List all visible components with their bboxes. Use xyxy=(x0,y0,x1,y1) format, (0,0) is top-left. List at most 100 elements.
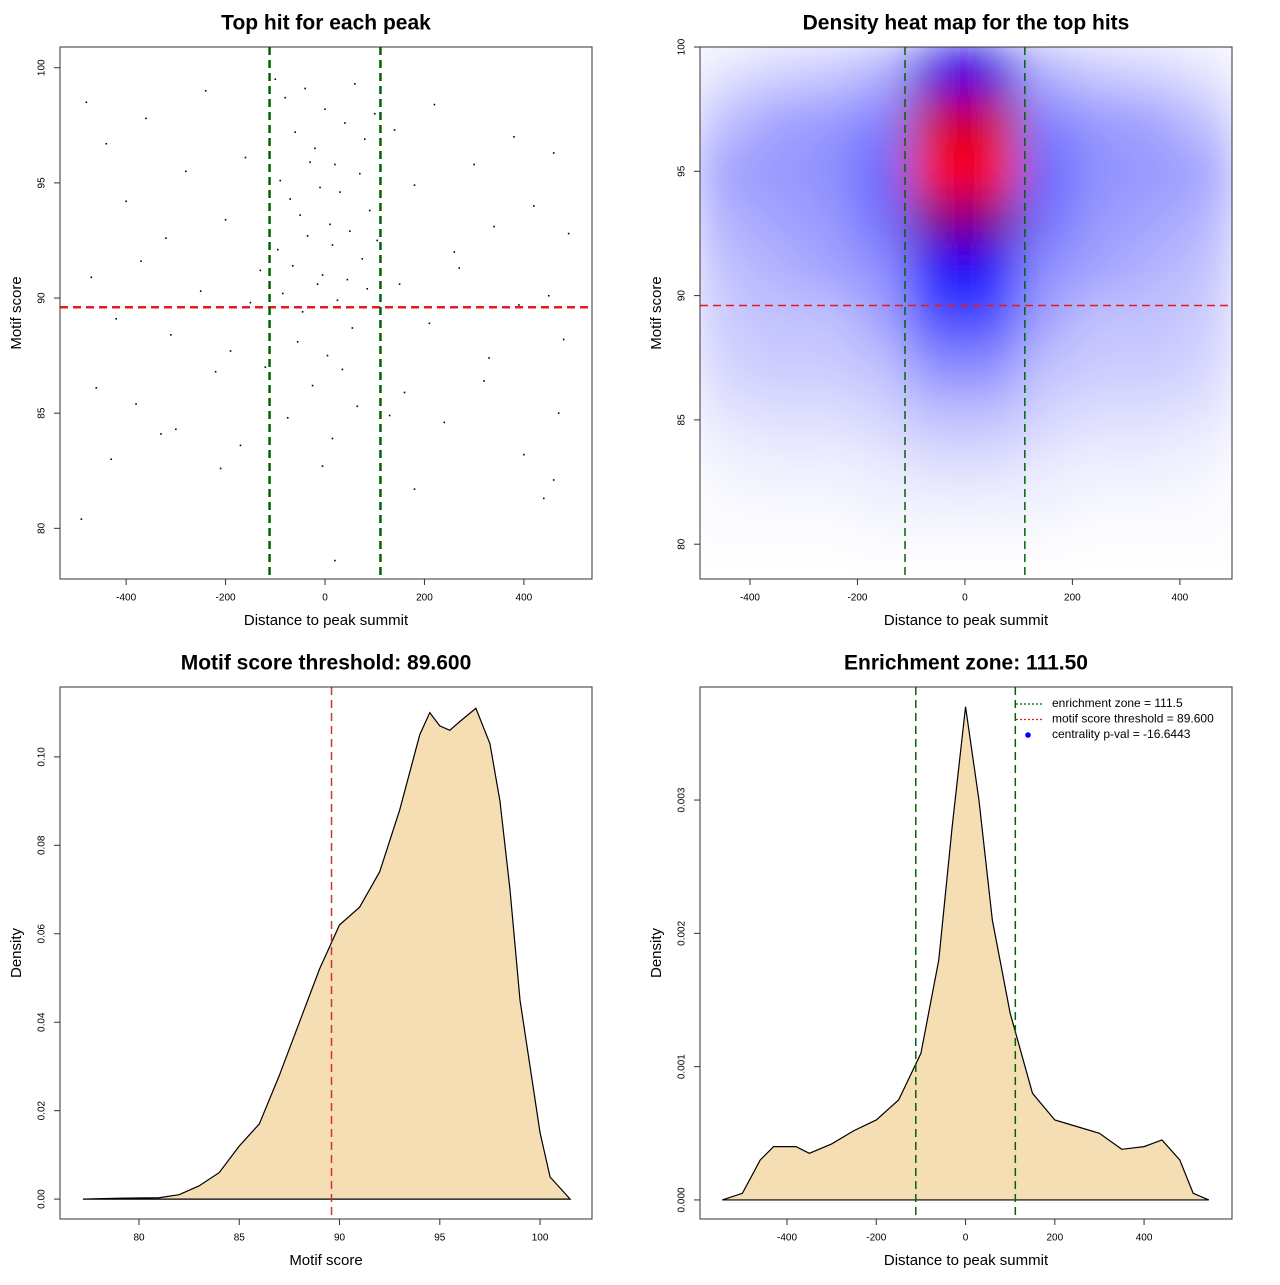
point xyxy=(346,278,349,281)
point xyxy=(259,269,262,272)
point xyxy=(493,225,495,228)
x-tick-label: -400 xyxy=(740,593,760,604)
plot-frame xyxy=(59,686,593,1220)
heat-cell xyxy=(856,543,913,579)
point xyxy=(204,89,207,92)
heat-cell xyxy=(1178,394,1232,446)
heat-cell xyxy=(1178,493,1232,546)
y-tick-label: 0.003 xyxy=(677,787,688,812)
heat-cell xyxy=(700,195,751,247)
heat-cell xyxy=(1071,145,1128,198)
panel-title: Enrichment zone: 111.50 xyxy=(844,652,1088,675)
heat-cell xyxy=(1071,47,1128,98)
heat-cell xyxy=(910,145,966,198)
heat-cell xyxy=(963,47,1020,98)
point xyxy=(304,87,306,90)
x-tick-label: -400 xyxy=(116,593,136,604)
heat-cell xyxy=(748,195,805,247)
point xyxy=(356,405,359,408)
heat-cell xyxy=(1017,47,1074,98)
x-tick-label: 200 xyxy=(1064,593,1081,604)
heat-cell xyxy=(1017,244,1074,297)
point xyxy=(249,301,252,304)
point xyxy=(388,414,391,417)
heat-cell xyxy=(1017,394,1074,446)
y-tick-label: 90 xyxy=(37,292,48,304)
density-area xyxy=(722,706,1210,1201)
heat-cell xyxy=(1071,244,1128,297)
heat-cell xyxy=(748,493,805,546)
point xyxy=(184,170,187,173)
x-tick-label: 100 xyxy=(532,1233,549,1244)
heat-cell xyxy=(700,344,751,397)
heat-cell xyxy=(963,443,1020,496)
heat-cell xyxy=(802,493,859,546)
point xyxy=(326,354,329,357)
point xyxy=(311,384,314,387)
heat-cell xyxy=(910,47,966,98)
point xyxy=(301,311,304,313)
heat-cell xyxy=(1071,95,1128,148)
heat-cell xyxy=(1178,145,1232,198)
y-tick-label: 0.001 xyxy=(677,1054,688,1079)
heat-cell xyxy=(1071,394,1128,446)
x-tick-label: 90 xyxy=(334,1233,346,1244)
point xyxy=(331,437,334,440)
heat-cell xyxy=(700,443,751,496)
point xyxy=(339,191,341,193)
point xyxy=(542,497,545,500)
heat-cell xyxy=(910,195,966,247)
heat-cell xyxy=(1017,95,1074,148)
point xyxy=(105,142,108,145)
point xyxy=(319,186,321,189)
heat-cell xyxy=(1071,493,1128,546)
x-tick-label: 80 xyxy=(133,1233,145,1244)
y-tick-label: 85 xyxy=(677,414,688,426)
heat-cell xyxy=(963,145,1020,198)
heat-cell xyxy=(802,95,859,148)
x-axis-label: Motif score xyxy=(289,1252,362,1269)
heat-cell xyxy=(1178,543,1232,579)
point xyxy=(321,465,324,467)
y-tick-label: 0.04 xyxy=(37,1012,48,1032)
point xyxy=(368,209,371,212)
point xyxy=(264,366,267,368)
heat-cell xyxy=(700,47,751,98)
point xyxy=(95,387,98,389)
heat-cell xyxy=(910,294,966,347)
heat-cell xyxy=(802,47,859,98)
heat-cell xyxy=(700,95,751,148)
heat-cell xyxy=(1178,95,1232,148)
heat-cell xyxy=(748,344,805,397)
heat-cell xyxy=(1071,443,1128,496)
point xyxy=(458,267,461,269)
panel-title: Motif score threshold: 89.600 xyxy=(181,652,472,675)
heat-cell xyxy=(1125,443,1181,496)
point xyxy=(85,101,88,104)
heat-cell xyxy=(1017,443,1074,496)
heat-cell xyxy=(748,47,805,98)
heat-cell xyxy=(963,543,1020,579)
heat-cell xyxy=(856,195,913,247)
y-tick-label: 100 xyxy=(37,59,48,76)
x-tick-label: -200 xyxy=(216,593,236,604)
point xyxy=(488,357,490,359)
heat-cell xyxy=(1071,543,1128,579)
heat-cell xyxy=(1178,344,1232,397)
heat-cell xyxy=(802,244,859,297)
panel: -400 -200 0 200 400 0.000 0.001 0.002 0.003 Enric… xyxy=(648,652,1233,1269)
point xyxy=(239,444,242,447)
heat-cell xyxy=(963,195,1020,247)
point xyxy=(314,147,316,150)
x-axis-label: Distance to peak summit xyxy=(884,612,1049,629)
y-axis-label: Density xyxy=(648,927,665,978)
point xyxy=(110,458,113,461)
point xyxy=(351,327,354,329)
point xyxy=(160,433,162,435)
point xyxy=(140,260,142,262)
point xyxy=(334,163,336,166)
y-tick-label: 90 xyxy=(677,290,688,302)
point xyxy=(359,172,361,175)
point xyxy=(299,214,301,216)
heat-cell xyxy=(748,394,805,446)
